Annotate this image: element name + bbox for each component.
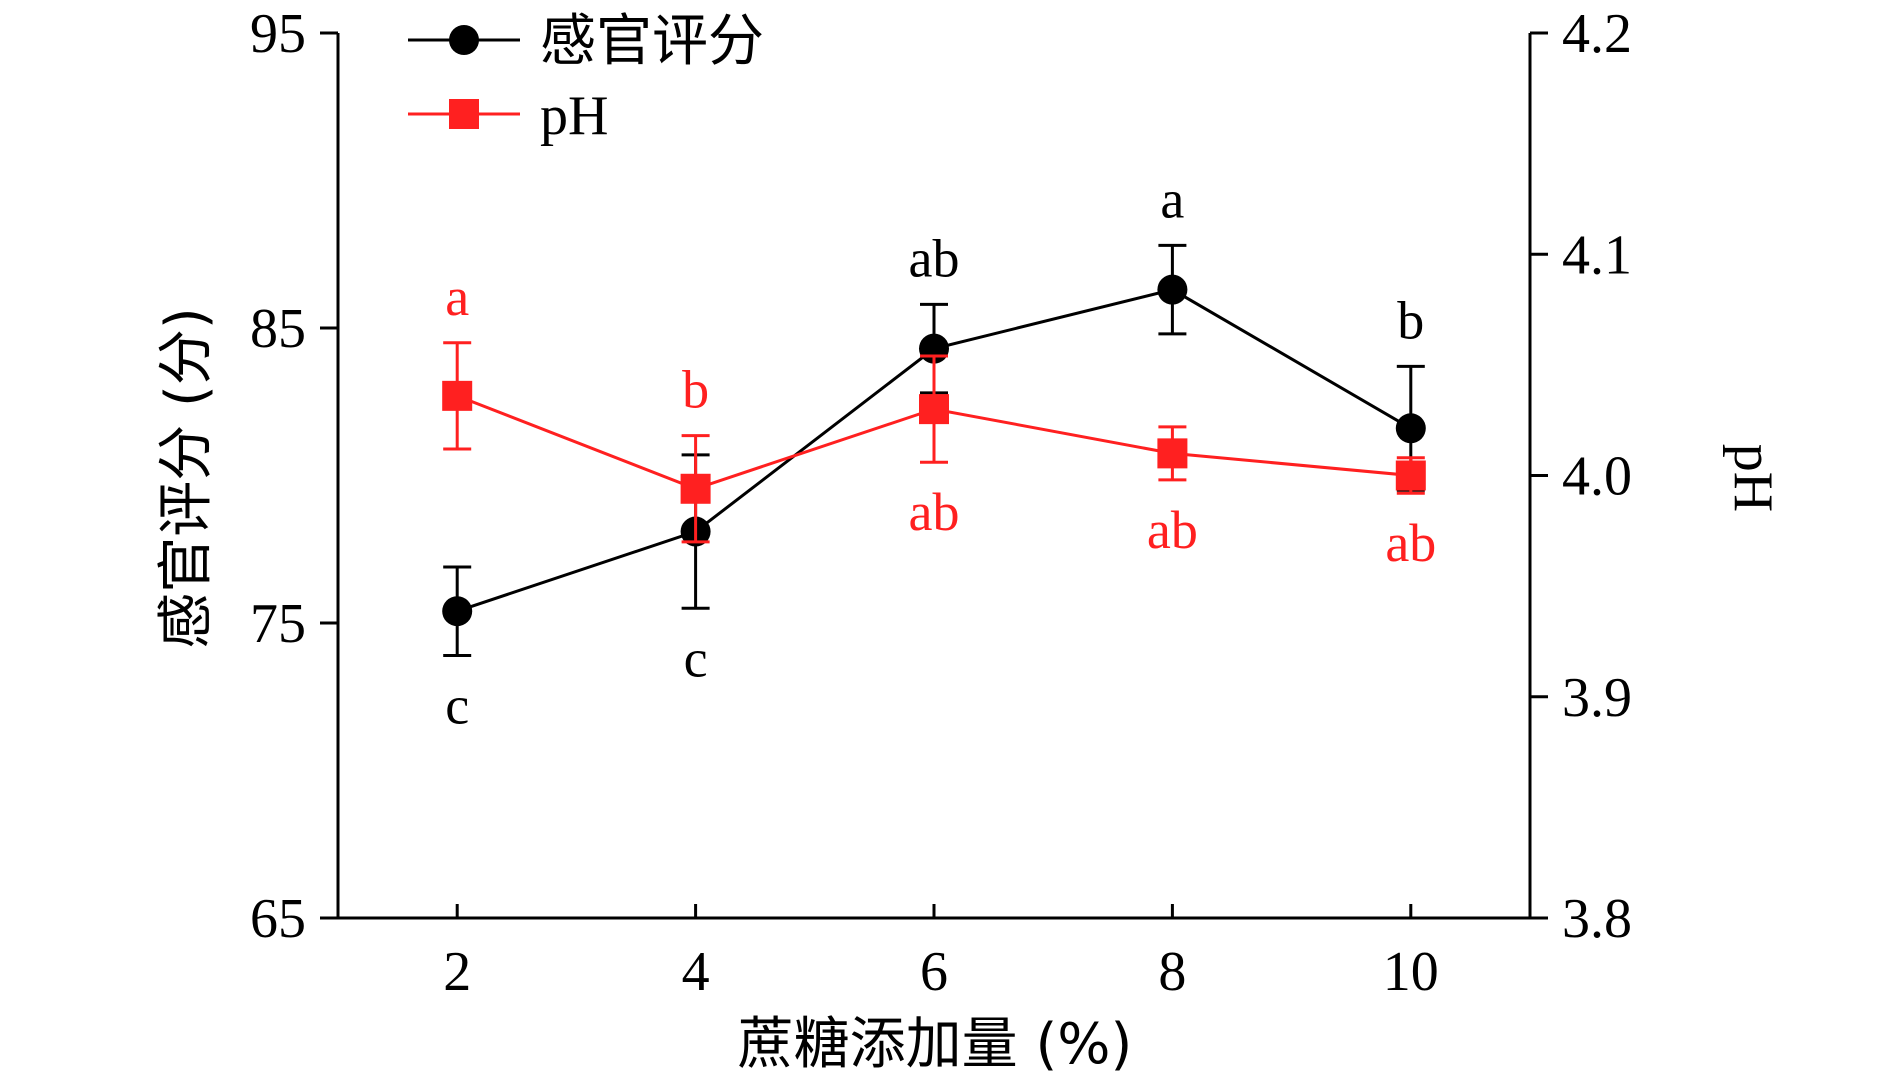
sensory-significance-label: ab [909, 228, 960, 288]
ph-point [442, 380, 473, 411]
legend-marker-sensory [449, 25, 479, 55]
sensory-point [1157, 274, 1188, 305]
right-y-tick-label: 4.2 [1562, 3, 1632, 65]
ph-significance-label: ab [1385, 513, 1436, 573]
left-y-tick-label: 95 [250, 3, 306, 65]
x-tick-label: 4 [682, 941, 710, 1003]
ph-significance-label: b [682, 360, 709, 420]
sensory-significance-label: b [1397, 290, 1424, 350]
ph-point [1157, 438, 1188, 469]
sensory-significance-label: c [684, 628, 708, 688]
ph-significance-label: ab [909, 482, 960, 542]
x-tick-label: 10 [1383, 941, 1439, 1003]
ph-point [680, 473, 711, 504]
right-y-tick-label: 3.9 [1562, 667, 1632, 729]
legend: 感官评分 pH [408, 9, 764, 147]
ph-significance-label: ab [1147, 500, 1198, 560]
right-y-tick-label: 3.8 [1562, 888, 1632, 950]
ph-point [1395, 460, 1426, 491]
legend-label-ph: pH [540, 85, 608, 147]
ph-significance-label: a [445, 267, 469, 327]
right-y-axis-title: pH [1722, 444, 1784, 512]
sensory-point [442, 596, 473, 627]
x-tick-label: 6 [920, 941, 948, 1003]
right-y-tick-label: 4.0 [1562, 446, 1632, 508]
axes [336, 33, 1532, 920]
legend-marker-ph [449, 99, 479, 129]
left-y-tick-label: 65 [250, 888, 306, 950]
x-axis-title: 蔗糖添加量 (%) [738, 1012, 1133, 1077]
series-layer [442, 243, 1426, 657]
left-y-axis-title: 感官评分 (分) [154, 307, 219, 649]
x-tick-label: 2 [443, 941, 471, 1003]
left-y-tick-label: 85 [250, 298, 306, 360]
sensory-significance-label: a [1160, 169, 1184, 229]
left-y-tick-label: 75 [250, 593, 306, 655]
sensory-point [1395, 413, 1426, 444]
right-y-tick-label: 4.1 [1562, 224, 1632, 286]
legend-label-sensory: 感官评分 [540, 9, 764, 74]
ph-point [919, 394, 949, 425]
sensory-significance-label: c [445, 675, 469, 735]
ticks: 2 4 6 8 10 65 75 85 95 3.8 3.9 4.0 4.1 4.2 [250, 3, 1632, 1003]
x-tick-label: 8 [1158, 941, 1186, 1003]
